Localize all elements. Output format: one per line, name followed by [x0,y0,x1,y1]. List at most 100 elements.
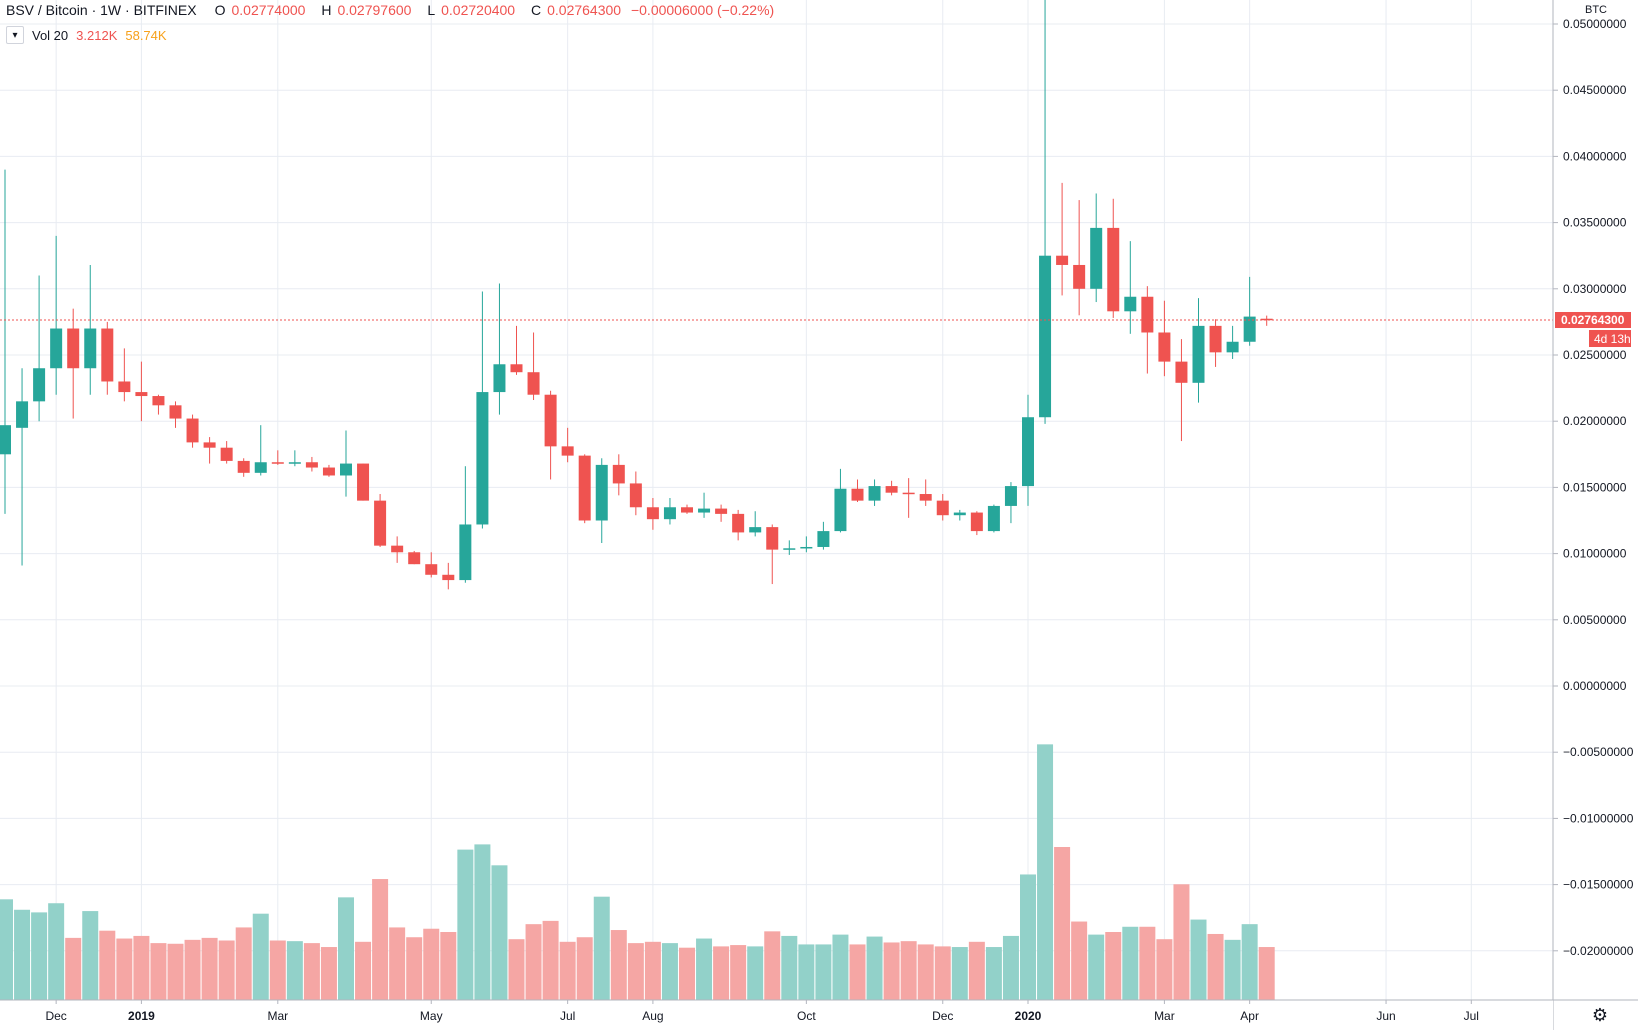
volume-bar [14,909,31,1000]
volume-bar [116,938,133,1000]
candle-body [732,513,745,533]
volume-bar [1002,935,1019,1000]
volume-bar [747,946,764,1000]
open-label: O [214,2,226,18]
candle-body [834,488,847,532]
candle-body [322,467,335,476]
volume-bar [1139,926,1156,1000]
candle-body [681,507,693,513]
volume-bar [1105,932,1122,1000]
volume-bar [951,947,968,1000]
symbol-legend: BSV / Bitcoin · 1W · BITFINEX O 0.0277400… [6,2,774,18]
price-tick-label: 0.04000000 [1563,149,1627,163]
volume-bar [883,942,900,1000]
volume-bar [184,939,201,1000]
candle-body [902,492,915,495]
volume-bar [661,943,678,1000]
gear-icon[interactable]: ⚙ [1591,1005,1609,1025]
volume-bar [815,944,832,1000]
volume-bar [525,924,542,1000]
candle-body [1090,227,1103,289]
volume-bar [457,849,474,1000]
candle-body [101,328,114,382]
volume-legend: ▾ Vol 20 3.212K 58.74K [6,26,167,44]
time-tick-label: Jul [1464,1009,1479,1023]
price-tick-label: 0.00500000 [1563,613,1627,627]
volume-bar [1054,847,1071,1000]
volume-bar [610,930,627,1000]
change-value: −0.00006000 (−0.22%) [630,2,775,18]
price-tick-label: 0.01500000 [1563,480,1627,494]
close-label: C [530,2,542,18]
candle-body [578,455,591,521]
candle-body [851,488,864,501]
candle-body [118,381,131,393]
countdown-badge [1589,330,1631,348]
candle-body [84,328,97,369]
time-tick-label: Jul [560,1009,575,1023]
candle-body [33,368,46,402]
volume-bar [389,927,406,1000]
time-axis-panel [0,1000,1553,1030]
volume-bar [644,941,661,1000]
candle-body [152,396,165,406]
candle-body [203,442,216,448]
price-tick-label: 0.03500000 [1563,216,1627,230]
candle-body [442,574,455,581]
symbol-title[interactable]: BSV / Bitcoin · 1W · BITFINEX [6,2,197,18]
candle-body [1260,318,1273,321]
time-tick-label: Aug [642,1009,663,1023]
candle-body [612,464,625,484]
candle-body [288,462,301,464]
candle-body [374,500,387,546]
volume-bar [474,844,491,1000]
close-value: 0.02764300 [547,2,622,18]
candle-body [459,524,472,581]
candle-body [1209,325,1222,353]
volume-bar [1071,921,1088,1000]
volume-bar [832,934,849,1000]
last-price-badge [1555,312,1631,329]
volume-bar [491,865,508,1000]
price-tick-label: −0.02000000 [1563,944,1634,958]
candle-body [1056,255,1069,265]
volume-bar [1122,926,1139,1000]
volume-bar [764,931,781,1000]
volume-bar [320,947,337,1000]
volume-bar [1241,924,1258,1000]
volume-bar [696,938,713,1000]
collapse-indicators-button[interactable]: ▾ [6,26,24,44]
volume-bar [269,940,286,1000]
chevron-down-icon: ▾ [12,29,18,41]
price-tick-label: 0.03000000 [1563,282,1627,296]
volume-bar [201,937,218,1000]
candle-body [1141,296,1154,333]
volume-label[interactable]: Vol 20 [32,27,69,43]
volume-bar [968,941,985,1000]
volume-bar [1207,933,1224,1000]
candle-body [169,405,182,419]
volume-bar [65,937,82,1000]
volume-bar [849,944,866,1000]
volume-bar [985,947,1002,1000]
volume-bar [730,945,747,1000]
candle-body [340,463,352,476]
candle-body [663,507,676,520]
volume-bar [99,930,116,1000]
candle-body [186,418,199,443]
candle-body [1175,361,1188,383]
volume-bar [627,943,644,1000]
volume-bar [218,940,235,1000]
volume-bar [440,932,457,1000]
candle-body [1243,316,1256,342]
volume-bar [1020,874,1036,1000]
candle-body [783,548,796,550]
candle-body [953,512,966,516]
time-tick-label: Apr [1240,1009,1259,1023]
time-tick-label: 2019 [128,1009,155,1023]
candle-body [885,486,898,493]
candle-body [50,328,63,369]
volume-bar [303,943,320,1000]
